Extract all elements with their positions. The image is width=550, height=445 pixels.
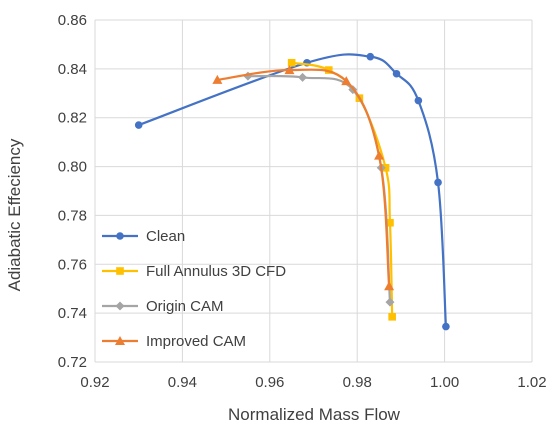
data-point-origin-cam [385, 297, 395, 307]
data-point-clean [442, 322, 450, 331]
y-axis-title: Adiabatic Effeciency [5, 138, 24, 291]
legend-label: Clean [146, 228, 185, 245]
legend-swatch-marker [116, 267, 124, 275]
data-point-clean [392, 69, 401, 78]
x-tick-label: 1.00 [430, 374, 459, 391]
y-tick-label: 0.82 [58, 110, 87, 127]
data-point-improved-cam [284, 65, 295, 75]
legend-label: Improved CAM [146, 333, 246, 350]
data-point-clean [434, 178, 442, 187]
legend-label: Full Annulus 3D CFD [146, 263, 286, 280]
legend-swatch-marker [115, 336, 125, 345]
x-tick-label: 0.98 [343, 374, 372, 391]
data-point-full-annulus-3d-cfd [386, 218, 394, 227]
legend-item-improved-cam: Improved CAM [102, 333, 246, 350]
legend-swatch-marker [115, 301, 125, 311]
legend-swatch-marker [116, 232, 124, 240]
x-tick-label: 0.94 [168, 374, 197, 391]
data-point-improved-cam [384, 281, 395, 291]
data-point-clean [414, 96, 423, 105]
y-tick-label: 0.72 [58, 354, 87, 371]
data-point-clean [366, 52, 375, 61]
x-axis-title: Normalized Mass Flow [228, 405, 401, 424]
y-tick-label: 0.86 [58, 12, 87, 29]
series-improved-cam [212, 65, 395, 291]
data-point-origin-cam [298, 72, 308, 82]
y-tick-label: 0.74 [58, 305, 87, 322]
data-point-full-annulus-3d-cfd [324, 66, 333, 74]
x-tick-label: 1.02 [517, 374, 546, 391]
data-point-improved-cam [212, 74, 223, 84]
legend-item-clean: Clean [102, 228, 185, 245]
data-point-improved-cam [374, 150, 385, 160]
data-point-improved-cam [341, 76, 352, 86]
y-tick-label: 0.80 [58, 159, 87, 176]
y-tick-label: 0.84 [58, 61, 87, 78]
series-line-clean [138, 53, 448, 327]
data-point-full-annulus-3d-cfd [388, 313, 396, 321]
y-tick-label: 0.76 [58, 256, 87, 273]
data-point-clean [134, 121, 143, 129]
axes: 0.72 0.74 0.76 0.78 0.80 0.82 0.84 0.86 0.92 0.94… [58, 12, 547, 391]
x-tick-label: 0.92 [80, 374, 109, 391]
series-line-improved-cam [217, 68, 391, 287]
series-full-annulus-3d-cfd [287, 58, 396, 321]
data-point-full-annulus-3d-cfd [287, 58, 296, 67]
legend-item-origin-cam: Origin CAM [102, 298, 224, 315]
legend-item-full-annulus-3d-cfd: Full Annulus 3D CFD [102, 263, 286, 280]
series-line-full-annulus-3d-cfd [291, 61, 394, 317]
x-tick-label: 0.96 [255, 374, 284, 391]
y-tick-label: 0.78 [58, 207, 87, 224]
series-group [134, 52, 450, 331]
legend-label: Origin CAM [146, 298, 224, 315]
legend: Clean Full Annulus 3D CFD Origin CAM Improv… [102, 228, 286, 350]
